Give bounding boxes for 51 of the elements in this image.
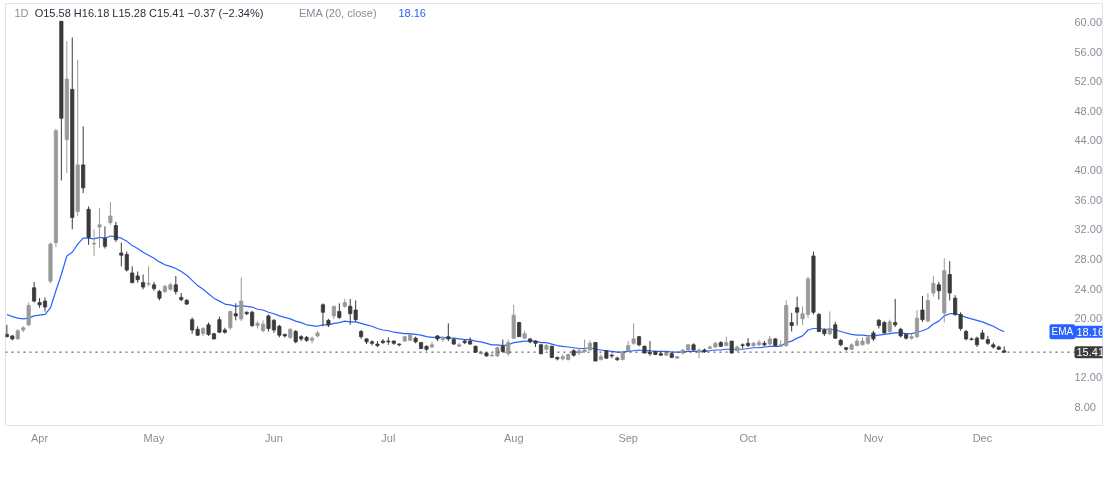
x-tick-label: Jul (381, 431, 396, 444)
annotation: 18.16 (398, 6, 426, 19)
candlestick (26, 302, 31, 327)
y-tick-label: 24.00 (1074, 282, 1103, 295)
x-tick-label: Jun (265, 431, 283, 444)
y-tick-label: 60.00 (1074, 16, 1103, 29)
y-tick-label: 48.00 (1074, 104, 1103, 117)
legend-label: EMA (1051, 326, 1074, 338)
candlestick (108, 201, 113, 226)
y-tick-label: 28.00 (1074, 252, 1103, 265)
x-tick-label: Sep (618, 431, 638, 444)
candlestick (239, 276, 244, 322)
candlestick (931, 275, 936, 298)
x-tick-label: Oct (739, 431, 757, 444)
x-tick-label: May (143, 431, 165, 444)
candlestick (92, 228, 97, 257)
x-tick-label: Nov (863, 431, 884, 444)
candlestick (920, 295, 925, 323)
y-tick-label: 44.00 (1074, 134, 1103, 147)
y-tick-label: 12.00 (1074, 371, 1103, 384)
candlestick (795, 296, 800, 327)
candlestick (32, 281, 37, 304)
candlestick (146, 265, 151, 287)
x-tick-label: Aug (503, 431, 524, 444)
candlestick (81, 125, 86, 194)
y-tick-label: 52.00 (1074, 75, 1103, 88)
y-tick-label: 40.00 (1074, 164, 1103, 177)
candlestick (102, 225, 107, 250)
candlestick (789, 312, 794, 332)
candlestick (173, 275, 178, 295)
candlestick (947, 260, 952, 301)
candlestick (113, 221, 118, 243)
y-tick-label: 32.00 (1074, 223, 1103, 236)
candlestick (511, 304, 516, 340)
y-tick-label: 56.00 (1074, 45, 1103, 58)
y-tick-label: 8.00 (1074, 400, 1096, 413)
y-tick-label: 36.00 (1074, 193, 1103, 206)
annotation: EMA (20, close) (298, 6, 377, 19)
x-tick-label: Dec (972, 431, 993, 444)
candlestick (696, 348, 702, 359)
candlestick (97, 207, 102, 249)
candlestick (320, 302, 325, 327)
annotation: O15.58 H16.18 L15.28 C15.41 −0.37 (−2.34%) (34, 6, 264, 19)
candlestick (827, 310, 832, 336)
candlestick (631, 322, 636, 346)
chart-title: 1D (14, 6, 29, 19)
candlestick (925, 292, 930, 323)
y-tick-label: 20.00 (1074, 312, 1103, 325)
candlestick (893, 298, 898, 328)
candlestick (141, 273, 146, 290)
x-tick-label: Apr (31, 431, 49, 444)
